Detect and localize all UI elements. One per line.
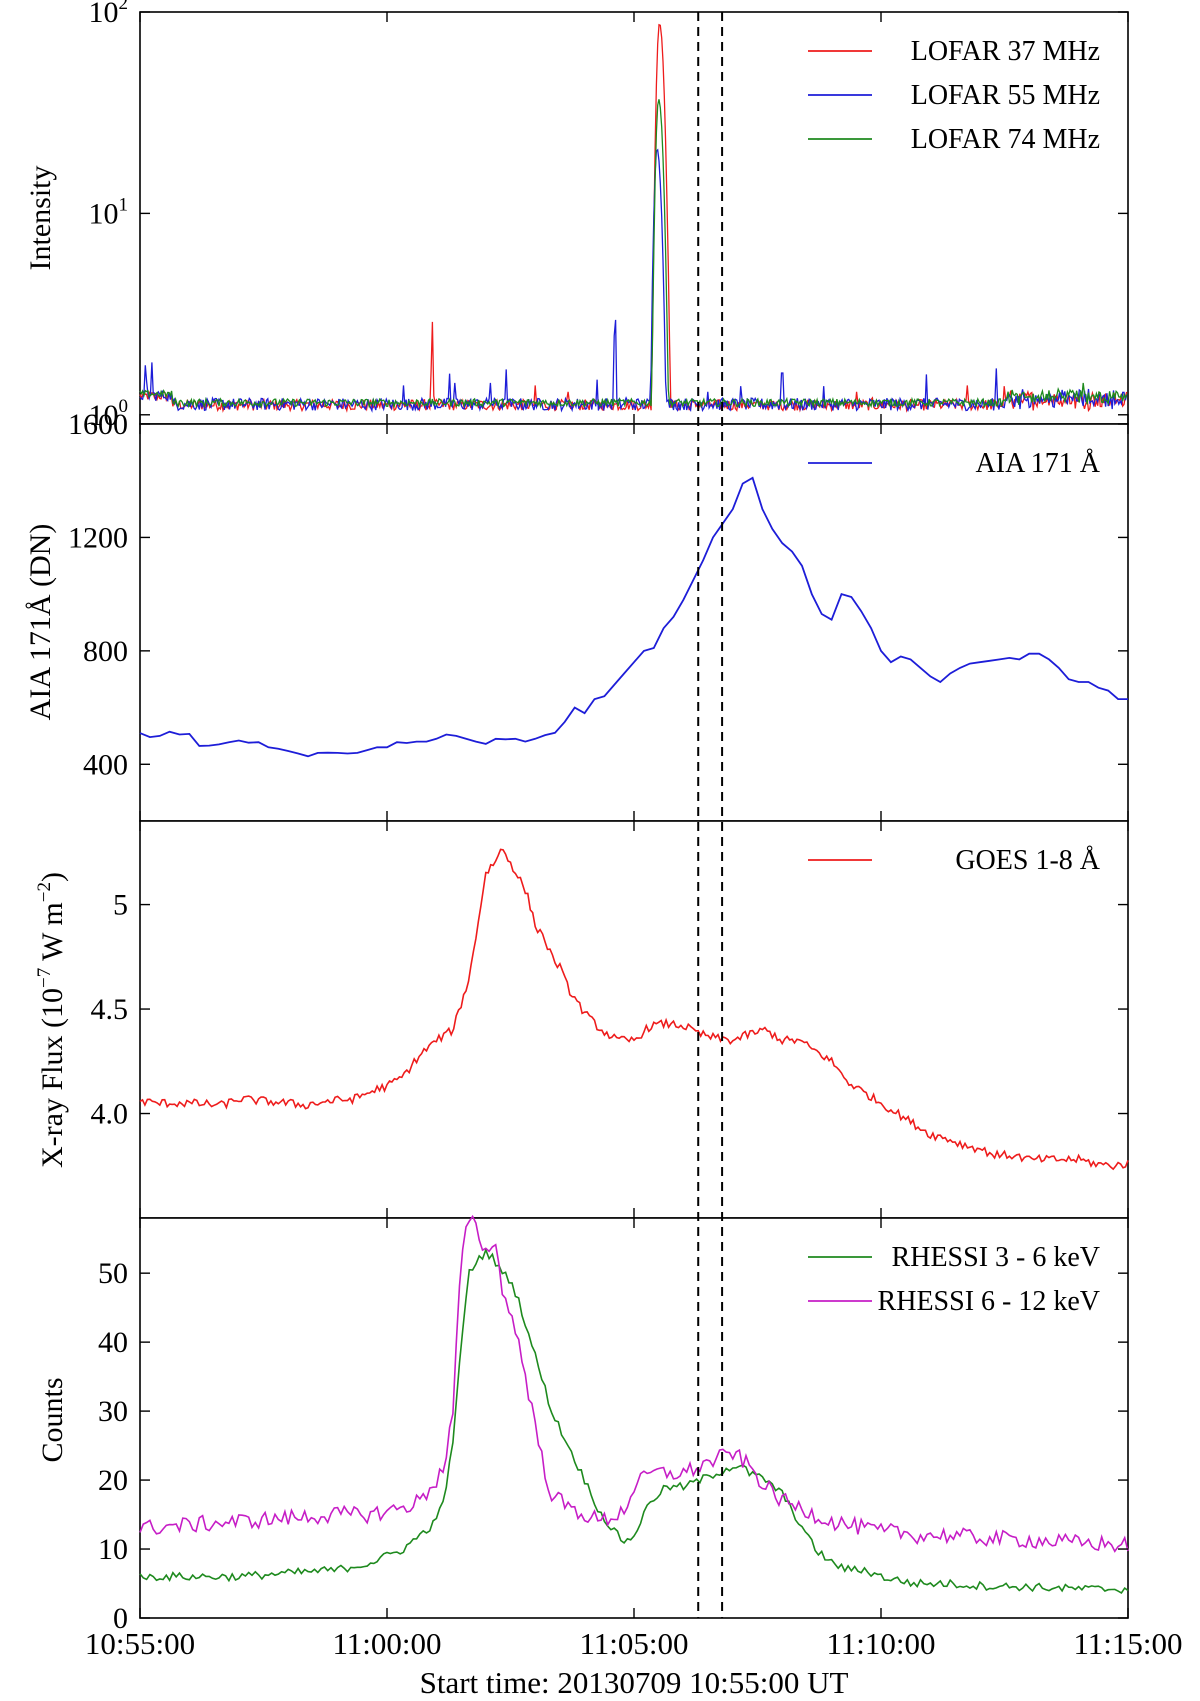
- y-tick-label: 10: [98, 1533, 128, 1566]
- rhessi-series-line-1: [139, 1214, 1129, 1553]
- x-tick-label: 10:55:00: [85, 1626, 195, 1661]
- x-tick-label: 11:10:00: [826, 1626, 935, 1661]
- x-tick-label: 11:00:00: [332, 1626, 441, 1661]
- panel-rhessi-frame: [139, 1217, 1129, 1619]
- panel-lofar-ylabel: Intensity: [24, 166, 57, 271]
- panel-aia-ticks: 400 800 1200 1600: [68, 408, 1129, 821]
- legend-label: LOFAR 55 MHz: [911, 80, 1100, 111]
- legend-label: LOFAR 74 MHz: [911, 124, 1100, 155]
- y-tick-label: 100: [89, 396, 129, 432]
- x-tick-label: 11:15:00: [1073, 1626, 1182, 1661]
- legend-label: RHESSI 3 - 6 keV: [892, 1242, 1100, 1273]
- panel-aia-ylabel: AIA 171Å (DN): [24, 524, 57, 721]
- panel-goes-xray: 4.0 4.5 5 X-ray Flux (10−7 W m−2) GOES 1-8…: [34, 820, 1129, 1219]
- y-tick-label: 5: [113, 889, 128, 922]
- panel-goes-series: [139, 848, 1129, 1171]
- legend-label: AIA 171 Å: [976, 448, 1101, 479]
- panel-lofar-legend: LOFAR 37 MHz LOFAR 55 MHz LOFAR 74 MHz: [808, 36, 1100, 155]
- legend-label: GOES 1-8 Å: [955, 845, 1100, 876]
- panel-rhessi-ylabel: Counts: [36, 1377, 69, 1462]
- y-tick-label: 40: [98, 1326, 128, 1359]
- panel-rhessi-ticks: 0 10 20 30 40 50: [98, 1218, 1129, 1635]
- y-tick-label: 1200: [68, 521, 128, 554]
- y-tick-label: 20: [98, 1464, 128, 1497]
- panel-goes-legend: GOES 1-8 Å: [808, 845, 1101, 876]
- y-tick-label: 102: [89, 0, 129, 29]
- panel-goes-frame: [139, 820, 1129, 1219]
- rhessi-series-line-0: [139, 1247, 1129, 1594]
- aia-series-line: [139, 476, 1128, 758]
- panel-goes-ylabel: X-ray Flux (10−7 W m−2): [34, 872, 69, 1168]
- panel-aia-series: [139, 476, 1128, 758]
- panel-aia-legend: AIA 171 Å: [808, 448, 1101, 479]
- x-tick-label: 11:05:00: [579, 1626, 688, 1661]
- x-axis-label: Start time: 20130709 10:55:00 UT: [420, 1665, 849, 1700]
- lofar-series-line-2: [139, 99, 1128, 409]
- y-tick-label: 1600: [68, 408, 128, 441]
- y-tick-label: 4.0: [91, 1098, 129, 1131]
- panel-goes-ticks: 4.0 4.5 5: [91, 821, 1129, 1218]
- y-tick-label: 101: [89, 194, 129, 230]
- event-markers: [697, 12, 724, 1618]
- panel-lofar-ticks: 100 101 102: [89, 0, 1129, 432]
- panel-lofar-intensity: 100 101 102 Intensity LOFAR 37 MHz LOFAR 55…: [24, 0, 1129, 432]
- legend-label: RHESSI 6 - 12 keV: [878, 1286, 1100, 1317]
- y-tick-label: 50: [98, 1257, 128, 1290]
- x-axis-ticks: 10:55:00 11:00:00 11:05:00 11:10:00 11:15:00: [85, 1626, 1183, 1661]
- panel-rhessi-series: [139, 1214, 1129, 1594]
- panel-aia-frame: [139, 423, 1129, 822]
- panel-lofar-series: [139, 23, 1128, 413]
- y-tick-label: 800: [83, 635, 128, 668]
- panel-aia-171: 400 800 1200 1600 AIA 171Å (DN) AIA 171 Å: [24, 408, 1129, 822]
- y-tick-label: 0: [113, 1602, 128, 1635]
- panel-lofar-frame: [139, 11, 1129, 425]
- y-tick-label: 30: [98, 1395, 128, 1428]
- y-tick-label: 4.5: [91, 993, 129, 1026]
- y-tick-label: 400: [83, 748, 128, 781]
- legend-label: LOFAR 37 MHz: [911, 36, 1100, 67]
- goes-series-line: [139, 848, 1129, 1171]
- panel-rhessi-legend: RHESSI 3 - 6 keV RHESSI 6 - 12 keV: [808, 1242, 1100, 1317]
